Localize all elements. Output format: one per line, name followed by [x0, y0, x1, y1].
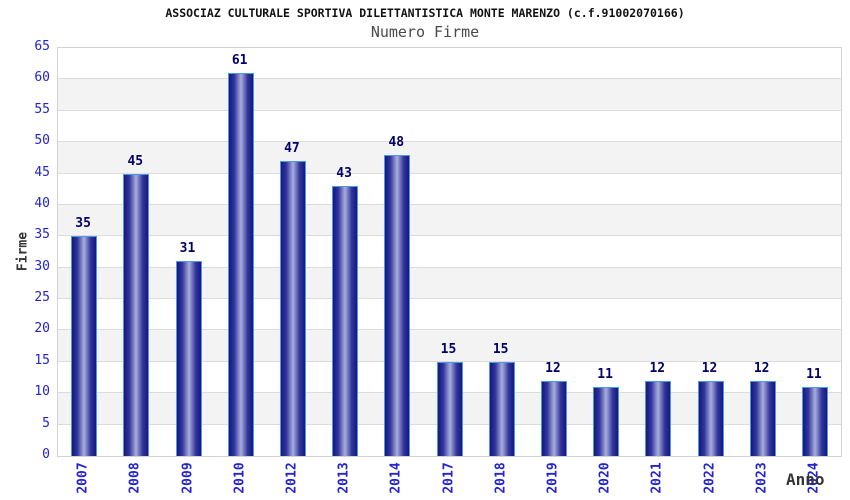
bar	[332, 186, 358, 456]
y-tick-label: 15	[34, 352, 50, 368]
bar-value-label: 12	[649, 361, 666, 376]
y-tick-label: 20	[34, 321, 50, 337]
bar-value-label: 12	[753, 361, 770, 376]
bar	[384, 155, 410, 456]
y-tick-label: 65	[34, 39, 50, 54]
y-gridline	[58, 109, 841, 111]
bar-value-label: 15	[440, 342, 457, 357]
y-tick-label: 0	[42, 447, 50, 462]
bar	[541, 381, 567, 456]
y-tick-label: 5	[42, 415, 50, 431]
bar	[698, 381, 724, 456]
x-tick-label: 2014	[388, 462, 404, 494]
bar-value-label: 48	[388, 135, 405, 150]
y-band	[58, 48, 841, 80]
y-tick-label: 50	[34, 133, 50, 149]
y-tick-label: 55	[34, 101, 50, 117]
x-tick-label: 2021	[649, 462, 665, 494]
x-tick-label: 2013	[336, 462, 352, 494]
bar	[437, 362, 463, 456]
bar	[280, 161, 306, 456]
y-gridline	[58, 329, 841, 331]
chart-subtitle: Numero Firme	[370, 23, 480, 41]
x-tick-label: 2017	[441, 462, 456, 494]
bar-value-label: 11	[597, 367, 613, 382]
bar	[593, 387, 619, 456]
y-gridline	[58, 203, 841, 205]
y-tick-label: 45	[34, 164, 50, 180]
chart-title: ASSOCIAZ CULTURALE SPORTIVA DILETTANTIST…	[165, 6, 685, 20]
y-tick-label: 35	[34, 227, 50, 243]
bar-value-label: 31	[179, 241, 196, 256]
y-tick-label: 10	[34, 384, 50, 400]
y-band	[58, 142, 841, 174]
bar-value-label: 12	[701, 361, 718, 376]
bar	[645, 381, 671, 456]
bar-value-label: 12	[545, 361, 561, 376]
y-tick-label: 40	[34, 195, 50, 211]
y-gridline	[58, 298, 841, 300]
x-tick-label: 2010	[232, 462, 248, 494]
y-gridline	[58, 235, 841, 237]
y-gridline	[58, 172, 841, 174]
y-tick-label: 25	[34, 290, 50, 306]
x-tick-label: 2018	[493, 462, 509, 494]
bar-value-label: 11	[806, 367, 822, 382]
y-tick-label: 30	[34, 258, 50, 274]
bar-value-label: 43	[336, 166, 352, 181]
y-gridline	[58, 266, 841, 268]
x-tick-label: 2007	[75, 462, 91, 494]
x-tick-label: 2020	[597, 462, 613, 494]
x-tick-label: 2008	[127, 462, 143, 494]
y-gridline	[58, 141, 841, 143]
bar	[228, 73, 254, 456]
x-tick-label: 2023	[754, 462, 770, 494]
bar	[176, 261, 202, 456]
y-axis-title: Firme	[15, 231, 31, 272]
x-tick-label: 2019	[545, 462, 561, 494]
y-band	[58, 204, 841, 237]
bar-value-label: 47	[284, 141, 300, 156]
x-tick-label: 2022	[702, 462, 717, 494]
bar-value-label: 35	[75, 216, 91, 231]
bar-value-label: 61	[231, 53, 248, 68]
bar-value-label: 15	[492, 342, 509, 357]
bar	[489, 362, 515, 456]
bar	[802, 387, 828, 456]
y-gridline	[58, 78, 841, 80]
x-axis-title: Anno	[786, 470, 825, 489]
bar	[123, 174, 149, 456]
bar	[750, 381, 776, 456]
y-tick-label: 60	[34, 70, 50, 86]
x-tick-label: 2009	[180, 462, 195, 494]
plot-area	[57, 47, 842, 457]
y-band	[58, 110, 841, 143]
bar	[71, 236, 97, 456]
x-tick-label: 2012	[284, 462, 300, 494]
y-gridline	[58, 360, 841, 362]
y-band	[58, 173, 841, 205]
bar-value-label: 45	[127, 154, 144, 169]
y-band	[58, 79, 841, 111]
